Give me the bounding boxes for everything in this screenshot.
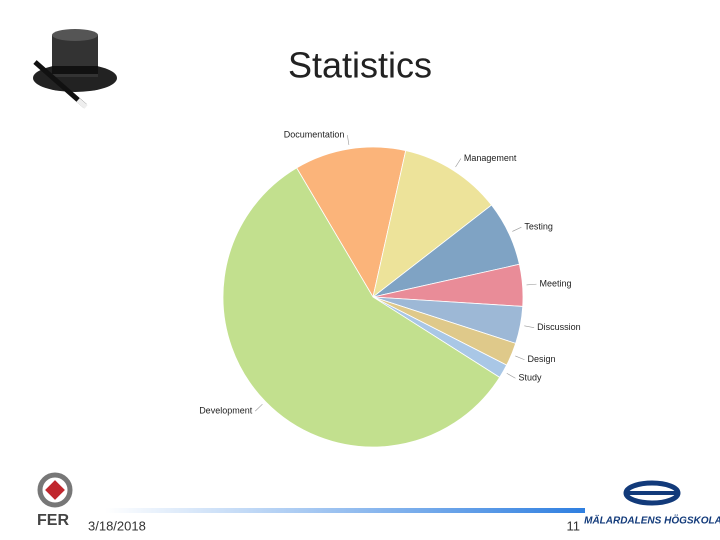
pie-slice: [222, 167, 501, 448]
slice-label: Study: [518, 373, 542, 383]
slice-label: Design: [528, 354, 556, 364]
footer-date: 3/18/2018: [88, 518, 146, 533]
top-hat-logo: [33, 29, 117, 109]
slice-label: Meeting: [539, 279, 571, 289]
slice-label: Discussion: [537, 322, 581, 332]
page-number: 11: [567, 518, 581, 533]
footer-line: [105, 508, 585, 513]
mdh-logo: MÄLARDALENS HÖGSKOLA: [584, 480, 720, 527]
slide-title: Statistics: [288, 45, 432, 86]
leader-line: [526, 283, 537, 286]
slice-label: Management: [464, 153, 517, 163]
pie-slice: [296, 146, 407, 299]
fer-text: FER: [37, 512, 69, 529]
slice-label: Testing: [524, 222, 553, 232]
leader-line: [512, 226, 522, 232]
leader-line: [455, 158, 462, 168]
leader-line: [255, 403, 263, 412]
pie-slice: [372, 150, 493, 298]
leader-line: [347, 134, 350, 145]
leader-line: [515, 355, 525, 361]
leader-line: [506, 373, 516, 379]
fer-logo: FER: [37, 472, 73, 529]
mdh-text: MÄLARDALENS HÖGSKOLA: [584, 514, 720, 527]
slice-label: Documentation: [284, 129, 345, 139]
slice-label: Development: [199, 406, 253, 416]
pie-chart: Documentation Management Testing Meeting Dis…: [199, 129, 581, 448]
leader-line: [524, 325, 535, 329]
